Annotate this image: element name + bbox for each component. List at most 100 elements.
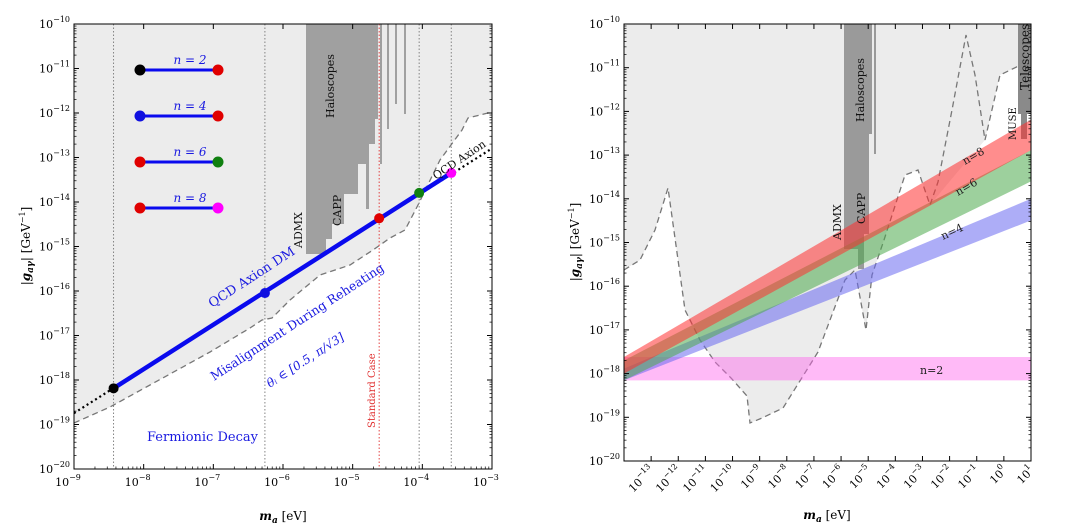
capp-label: CAPP	[331, 194, 344, 226]
haloscope-bar	[326, 24, 332, 239]
legend-dot-right	[212, 110, 224, 122]
x-tick-label: 10−7	[194, 473, 220, 489]
left-panel: 10−9 10−8 10−7 10−6 10−5 10−4 10−3 10−20 10−19 10…	[18, 15, 499, 526]
y-tick-label: 10−10	[39, 15, 70, 31]
legend-item: n = 8	[134, 191, 224, 214]
right-exclusion-boundary	[624, 34, 1031, 424]
left-x-axis-label: ma [eV]	[259, 509, 307, 526]
legend-item: n = 6	[134, 145, 224, 168]
left-axis-ticks: 10−9 10−8 10−7 10−6 10−5 10−4 10−3 10−20 10−19 10…	[39, 15, 499, 489]
x-tick-label: 10−4	[403, 473, 429, 489]
y-tick-label: 10−19	[39, 416, 70, 432]
legend-dot-right	[212, 202, 224, 214]
haloscope-bar	[387, 24, 389, 129]
haloscope-bar	[844, 24, 858, 249]
y-tick-label: 10−17	[39, 327, 70, 343]
band-n4	[624, 198, 1031, 381]
data-point-4	[446, 167, 457, 178]
x-tick-label: 10−12	[651, 462, 684, 495]
y-tick-label: 10−12	[39, 104, 70, 120]
x-tick-label: 10−10	[705, 462, 738, 495]
left-excluded-region	[74, 24, 492, 423]
band-n2	[624, 356, 1031, 381]
data-point-1	[259, 288, 270, 299]
haloscope-bar	[395, 24, 397, 104]
x-tick-label: 10−3	[899, 462, 929, 492]
y-tick-label: 10−20	[589, 452, 620, 468]
band-label-n2: n=2	[920, 364, 943, 377]
right-haloscope-bars	[844, 24, 876, 269]
haloscope-bar	[869, 24, 872, 134]
legend-dot-left	[134, 202, 146, 214]
haloscope-bar	[375, 24, 378, 119]
y-tick-label: 10−12	[589, 102, 620, 118]
legend-label: n = 6	[173, 145, 206, 159]
telescope-bar	[1018, 24, 1031, 114]
legend-dot-left	[134, 64, 146, 76]
y-tick-label: 10−17	[589, 321, 620, 337]
right-y-axis-label: |gaγ| [GeV−1]	[567, 203, 585, 282]
x-tick-label: 10−5	[334, 473, 360, 489]
x-tick-label: 101	[1012, 462, 1037, 487]
data-point-2	[374, 213, 385, 224]
telescopes-label: Telescopes	[1018, 24, 1032, 90]
legend-dot-right	[212, 64, 224, 76]
y-tick-label: 10−16	[39, 282, 70, 298]
y-tick-label: 10−13	[589, 146, 620, 162]
y-tick-label: 10−11	[589, 59, 620, 75]
haloscope-bar	[332, 24, 344, 224]
left-legend: n = 2 n = 4 n = 6 n = 8	[134, 53, 224, 214]
legend-dot-left	[134, 156, 146, 168]
haloscope-bar	[874, 24, 876, 154]
right-panel: 10−1310−1210−1110−1010−910−810−710−610−5…	[567, 15, 1037, 525]
y-tick-label: 10−18	[39, 371, 70, 387]
y-tick-label: 10−11	[39, 60, 70, 76]
standard-case-label: Standard Case	[367, 353, 378, 428]
left-y-axis-label: |gaγ| [GeV−1]	[18, 207, 36, 286]
legend-label: n = 2	[173, 53, 206, 67]
y-tick-label: 10−15	[39, 238, 70, 254]
haloscope-bar	[864, 24, 869, 234]
x-tick-label: 10−6	[264, 473, 290, 489]
x-tick-label: 10−1	[953, 462, 983, 492]
y-tick-label: 10−20	[39, 460, 70, 476]
haloscopes-label: Haloscopes	[324, 54, 337, 118]
x-tick-label: 10−7	[790, 462, 820, 492]
legend-dot-left	[134, 110, 146, 122]
y-tick-label: 10−10	[589, 15, 620, 31]
left-reference-lines	[113, 24, 452, 469]
haloscope-bar	[366, 24, 369, 209]
x-tick-label: 10−8	[125, 473, 151, 489]
right-admx-label: ADMX	[831, 204, 844, 241]
x-tick-label: 10−6	[818, 462, 848, 492]
legend-label: n = 8	[173, 191, 206, 205]
y-tick-label: 10−16	[589, 277, 620, 293]
x-tick-label: 10−5	[845, 462, 875, 492]
x-tick-label: 10−9	[55, 473, 81, 489]
left-exclusion-boundary	[74, 111, 492, 424]
band-n8	[624, 119, 1031, 374]
haloscope-bar	[369, 24, 375, 144]
legend-dot-right	[212, 156, 224, 168]
y-tick-label: 10−14	[39, 193, 70, 209]
haloscope-bar	[380, 24, 382, 164]
x-tick-label: 10−13	[624, 462, 657, 495]
muse-label: MUSE	[1008, 107, 1019, 140]
y-tick-label: 10−15	[589, 234, 620, 250]
x-tick-label: 10−9	[736, 462, 766, 492]
x-tick-label: 10−3	[473, 473, 499, 489]
x-tick-label: 10−11	[678, 462, 711, 495]
left-haloscope-bars	[306, 24, 406, 254]
legend-item: n = 4	[134, 99, 224, 122]
x-tick-label: 10−2	[926, 462, 956, 492]
haloscope-bar	[858, 24, 864, 269]
right-bands	[624, 119, 1031, 381]
admx-label: ADMX	[292, 212, 305, 249]
haloscope-bar	[404, 24, 406, 114]
haloscope-bar	[358, 24, 366, 164]
haloscope-bar	[306, 24, 326, 254]
y-tick-label: 10−13	[39, 149, 70, 165]
y-tick-label: 10−18	[589, 365, 620, 381]
fermionic-decay-label: Fermionic Decay	[147, 430, 259, 445]
